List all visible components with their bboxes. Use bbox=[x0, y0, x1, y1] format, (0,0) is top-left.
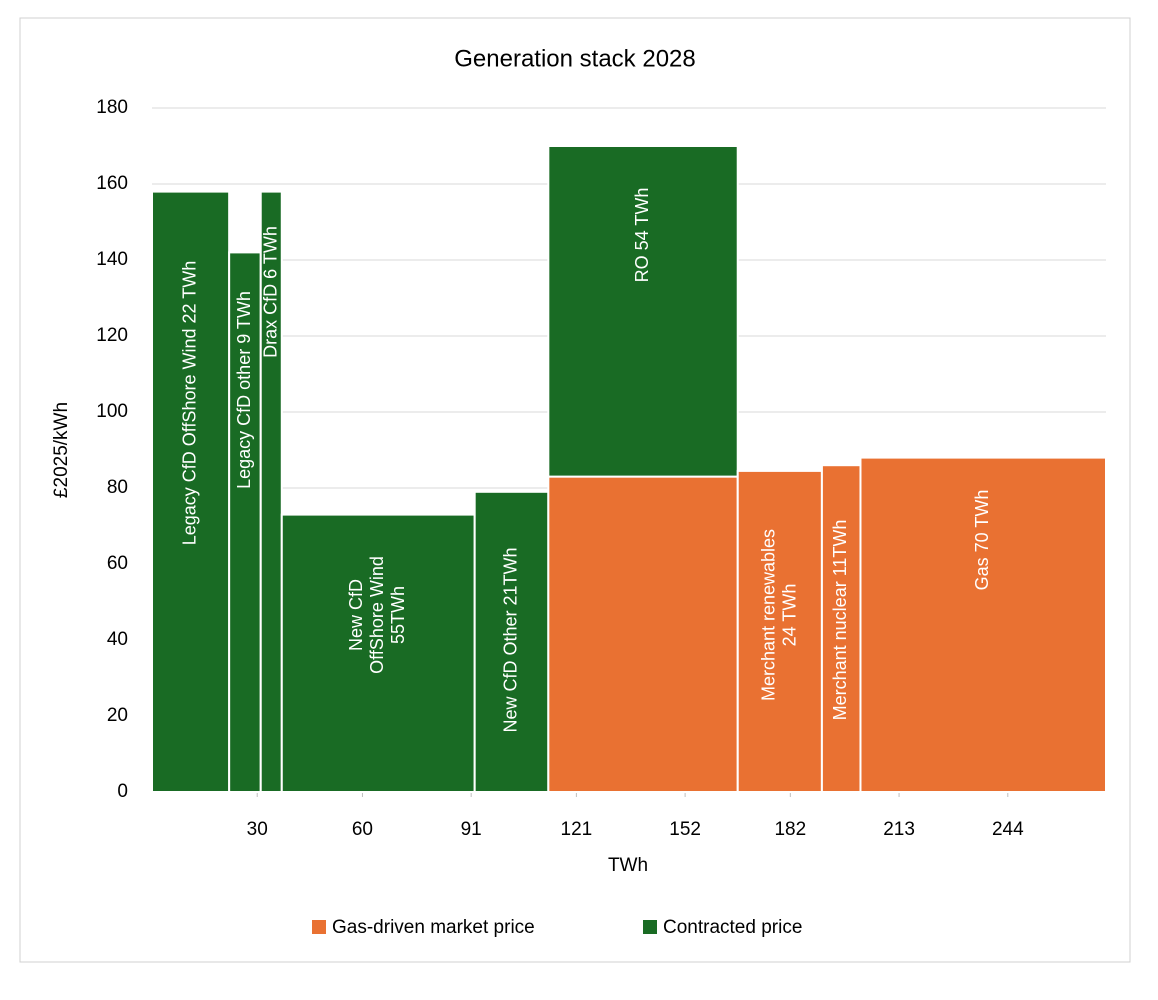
bar-segment bbox=[280, 513, 476, 793]
bar-label: Merchant nuclear 11TWh bbox=[830, 520, 850, 721]
bar-label-line: Gas 70 TWh bbox=[972, 490, 992, 591]
legend-label: Gas-driven market price bbox=[332, 917, 535, 938]
bar-label: Legacy CfD other 9 TWh bbox=[234, 291, 254, 489]
legend-swatch bbox=[643, 920, 657, 934]
x-tick-label: 182 bbox=[774, 819, 806, 840]
x-tick-label: 244 bbox=[992, 819, 1024, 840]
y-tick-label: 0 bbox=[117, 781, 128, 802]
bar-label-line: RO 54 TWh bbox=[632, 188, 652, 283]
x-tick-label: 30 bbox=[247, 819, 268, 840]
bar-label-line: New CfD Other 21TWh bbox=[500, 547, 520, 732]
bar-segment bbox=[259, 190, 283, 794]
bar-label-line: Drax CfD 6 TWh bbox=[260, 226, 280, 358]
bar-label: Merchant renewables24 TWh bbox=[758, 529, 799, 701]
x-tick-label: 213 bbox=[883, 819, 915, 840]
bar-label: Drax CfD 6 TWh bbox=[260, 226, 280, 358]
x-tick-label: 152 bbox=[669, 819, 701, 840]
y-tick-label: 140 bbox=[96, 249, 128, 270]
legend-swatch bbox=[312, 920, 326, 934]
y-tick-label: 100 bbox=[96, 401, 128, 422]
y-tick-label: 60 bbox=[107, 553, 128, 574]
bar-segment bbox=[547, 475, 739, 793]
bar-label-line: New CfD bbox=[346, 579, 366, 651]
y-tick-label: 80 bbox=[107, 477, 128, 498]
chart-title: Generation stack 2028 bbox=[454, 45, 696, 72]
y-tick-label: 180 bbox=[96, 97, 128, 118]
bar-label: New CfDOffShore Wind55TWh bbox=[346, 556, 408, 674]
bar-segment bbox=[859, 456, 1107, 793]
bar-segment bbox=[547, 145, 739, 478]
x-axis-label: TWh bbox=[608, 855, 648, 876]
bar-label-line: Legacy CfD OffShore Wind 22 TWh bbox=[179, 261, 199, 545]
y-tick-label: 160 bbox=[96, 173, 128, 194]
bar-label: Gas 70 TWh bbox=[972, 490, 992, 591]
x-tick-label: 121 bbox=[561, 819, 593, 840]
bar-label: Legacy CfD OffShore Wind 22 TWh bbox=[179, 261, 199, 545]
bar-segment bbox=[151, 190, 231, 794]
x-tick-label: 60 bbox=[352, 819, 373, 840]
y-tick-label: 20 bbox=[107, 705, 128, 726]
y-tick-label: 40 bbox=[107, 629, 128, 650]
x-tick-label: 91 bbox=[461, 819, 482, 840]
bar-label: New CfD Other 21TWh bbox=[500, 547, 520, 732]
bar-segment bbox=[736, 469, 823, 793]
legend-label: Contracted price bbox=[663, 917, 802, 938]
bar-segment bbox=[473, 490, 550, 793]
bar-label-line: 24 TWh bbox=[779, 584, 799, 647]
bar-segment bbox=[228, 251, 262, 793]
y-tick-label: 120 bbox=[96, 325, 128, 346]
y-axis-label: £2025/kWh bbox=[51, 402, 72, 498]
bar-label-line: Merchant renewables bbox=[758, 529, 778, 701]
bar-label-line: Legacy CfD other 9 TWh bbox=[234, 291, 254, 489]
bar-label-line: 55TWh bbox=[388, 586, 408, 644]
bar-label-line: Merchant nuclear 11TWh bbox=[830, 520, 850, 721]
bar-label: RO 54 TWh bbox=[632, 188, 652, 283]
bar-label-line: OffShore Wind bbox=[367, 556, 387, 674]
